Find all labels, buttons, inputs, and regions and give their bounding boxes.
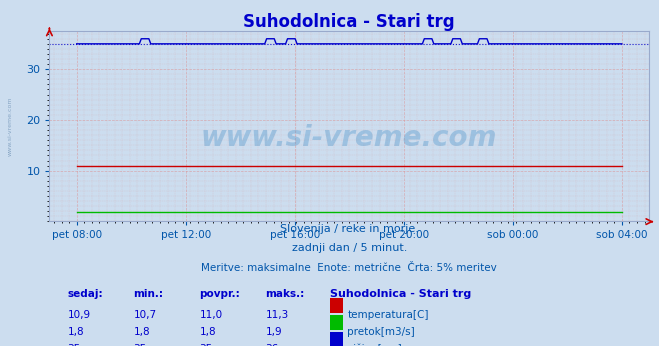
Bar — [330, 315, 343, 330]
Text: 35: 35 — [67, 344, 80, 346]
Text: 11,3: 11,3 — [266, 310, 289, 320]
Text: Suhodolnica - Stari trg: Suhodolnica - Stari trg — [330, 289, 471, 299]
Text: višina[cm]: višina[cm] — [347, 344, 402, 346]
Text: www.si-vreme.com: www.si-vreme.com — [201, 124, 498, 152]
Text: 1,8: 1,8 — [67, 327, 84, 337]
Text: zadnji dan / 5 minut.: zadnji dan / 5 minut. — [291, 243, 407, 253]
Text: 1,9: 1,9 — [266, 327, 282, 337]
Text: temperatura[C]: temperatura[C] — [347, 310, 429, 320]
Text: sedaj:: sedaj: — [67, 289, 103, 299]
Text: www.si-vreme.com: www.si-vreme.com — [8, 97, 13, 156]
Text: 35: 35 — [133, 344, 147, 346]
Text: 11,0: 11,0 — [200, 310, 223, 320]
Text: maks.:: maks.: — [266, 289, 304, 299]
Bar — [330, 298, 343, 313]
Text: min.:: min.: — [133, 289, 163, 299]
Text: 1,8: 1,8 — [200, 327, 216, 337]
Title: Suhodolnica - Stari trg: Suhodolnica - Stari trg — [243, 13, 455, 31]
Text: pretok[m3/s]: pretok[m3/s] — [347, 327, 415, 337]
Bar — [330, 331, 343, 346]
Text: Meritve: maksimalne  Enote: metrične  Črta: 5% meritev: Meritve: maksimalne Enote: metrične Črta… — [202, 263, 497, 273]
Text: 10,7: 10,7 — [133, 310, 156, 320]
Text: povpr.:: povpr.: — [200, 289, 240, 299]
Text: 36: 36 — [266, 344, 279, 346]
Text: Slovenija / reke in morje.: Slovenija / reke in morje. — [280, 224, 418, 234]
Text: 1,8: 1,8 — [133, 327, 150, 337]
Text: 10,9: 10,9 — [67, 310, 90, 320]
Text: 35: 35 — [200, 344, 213, 346]
